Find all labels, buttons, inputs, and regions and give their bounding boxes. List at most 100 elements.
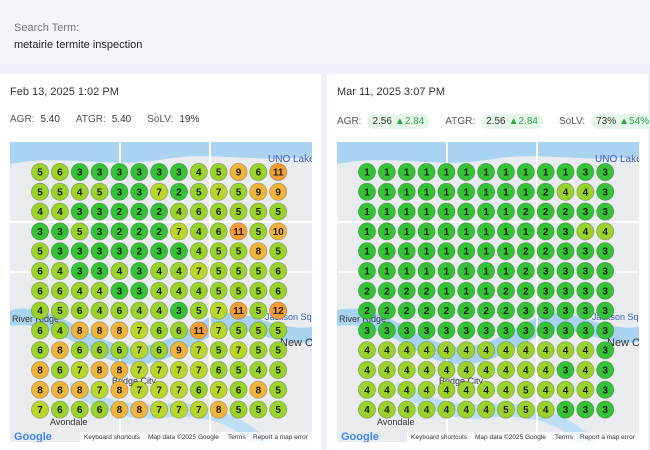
rank-dot bbox=[576, 380, 595, 399]
rank-dot bbox=[377, 242, 396, 261]
rank-dot bbox=[229, 360, 248, 379]
rank-dot bbox=[417, 301, 436, 320]
rank-dot bbox=[496, 360, 515, 379]
rank-label: 4 bbox=[483, 405, 489, 416]
rank-label: 9 bbox=[275, 187, 281, 198]
rank-label: 3 bbox=[583, 306, 589, 317]
rank-dot bbox=[576, 242, 595, 261]
rank-label: 2 bbox=[136, 207, 142, 218]
rank-dot bbox=[30, 202, 50, 221]
rank-dot bbox=[596, 400, 615, 419]
rank-label: 3 bbox=[384, 326, 390, 337]
rank-label: 3 bbox=[156, 247, 162, 258]
rank-label: 6 bbox=[57, 286, 63, 297]
rank-label: 3 bbox=[602, 187, 608, 198]
rank-dot bbox=[357, 281, 377, 300]
rank-label: 1 bbox=[463, 207, 469, 218]
rank-label: 1 bbox=[563, 168, 569, 179]
rank-label: 3 bbox=[176, 306, 182, 317]
rank-dot bbox=[209, 301, 228, 320]
rank-label: 4 bbox=[543, 405, 549, 416]
rank-dot bbox=[496, 202, 515, 221]
rank-label: 1 bbox=[404, 168, 410, 179]
rank-dot bbox=[269, 321, 288, 340]
metric-label: AGR: bbox=[337, 116, 362, 127]
rank-dot bbox=[516, 162, 535, 182]
rank-label: 4 bbox=[483, 385, 489, 396]
rank-label: 3 bbox=[77, 168, 83, 179]
rank-label: 5 bbox=[216, 346, 222, 357]
rank-label: 4 bbox=[404, 366, 410, 377]
metrics: AGR: 2.56 ▲2.84 ATGR: 2.56 ▲2.84 SoLV: 73% ▲54% bbox=[337, 114, 650, 129]
rank-label: 2 bbox=[543, 247, 549, 258]
rank-dot bbox=[209, 321, 228, 340]
rank-label: 5 bbox=[256, 326, 262, 337]
rank-dot bbox=[70, 222, 89, 241]
rank-label: 4 bbox=[37, 306, 43, 317]
rank-label: 6 bbox=[275, 267, 281, 278]
rank-label: 3 bbox=[583, 247, 589, 258]
rank-label: 3 bbox=[136, 168, 142, 179]
rank-dot bbox=[130, 262, 149, 281]
rank-label: 11 bbox=[233, 306, 244, 317]
rank-label: 1 bbox=[463, 286, 469, 297]
rank-label: 1 bbox=[503, 168, 509, 179]
rank-label: 5 bbox=[503, 405, 509, 416]
rank-dot bbox=[229, 202, 248, 221]
rank-label: 7 bbox=[136, 326, 142, 337]
rank-label: 7 bbox=[216, 187, 222, 198]
rank-dot bbox=[596, 281, 615, 300]
rank-label: 3 bbox=[37, 227, 43, 238]
rank-dot bbox=[130, 182, 149, 201]
rank-dot bbox=[130, 222, 149, 241]
rank-dot bbox=[30, 321, 50, 340]
rank-dot bbox=[169, 262, 188, 281]
rank-label: 5 bbox=[216, 267, 222, 278]
rank-dot bbox=[150, 380, 169, 399]
rank-label: 4 bbox=[543, 366, 549, 377]
rank-dot bbox=[397, 400, 416, 419]
map-label: River Ridge bbox=[339, 314, 386, 324]
rank-label: 3 bbox=[543, 306, 549, 317]
rank-dot bbox=[269, 380, 288, 399]
rank-dot bbox=[576, 281, 595, 300]
rank-dot bbox=[536, 222, 555, 241]
rank-label: 4 bbox=[77, 286, 83, 297]
rank-dot bbox=[189, 202, 208, 221]
rank-dot bbox=[457, 360, 476, 379]
rank-label: 1 bbox=[463, 247, 469, 258]
rank-label: 6 bbox=[97, 405, 103, 416]
rank-label: 2 bbox=[523, 247, 529, 258]
rank-dot bbox=[249, 222, 268, 241]
map-label: Bridge City bbox=[112, 376, 157, 386]
rank-label: 3 bbox=[97, 247, 103, 258]
rank-dot bbox=[417, 262, 436, 281]
rank-dot bbox=[169, 281, 188, 300]
rank-dot bbox=[50, 301, 69, 320]
rank-dot bbox=[249, 242, 268, 261]
rank-dot bbox=[189, 360, 208, 379]
rank-label: 7 bbox=[196, 267, 202, 278]
map-footer: Map data ©2025 Google bbox=[148, 433, 219, 441]
rank-dot bbox=[437, 202, 456, 221]
rank-dot bbox=[189, 301, 208, 320]
rank-dot bbox=[110, 202, 129, 221]
rank-label: 3 bbox=[97, 207, 103, 218]
rank-label: 1 bbox=[424, 207, 430, 218]
rank-label: 6 bbox=[77, 405, 83, 416]
map-footer: Google bbox=[341, 431, 379, 442]
rank-label: 4 bbox=[364, 346, 370, 357]
rank-label: 4 bbox=[384, 346, 390, 357]
rank-dot bbox=[596, 321, 615, 340]
rank-label: 3 bbox=[563, 227, 569, 238]
rank-dot bbox=[556, 242, 575, 261]
rank-label: 6 bbox=[117, 306, 123, 317]
rank-label: 6 bbox=[236, 385, 242, 396]
rank-label: 8 bbox=[57, 385, 63, 396]
rank-dot bbox=[150, 281, 169, 300]
rank-label: 7 bbox=[176, 366, 182, 377]
change-value: 2.84 bbox=[404, 116, 425, 127]
rank-label: 5 bbox=[236, 207, 242, 218]
rank-dot bbox=[209, 380, 228, 399]
rank-label: 3 bbox=[602, 267, 608, 278]
